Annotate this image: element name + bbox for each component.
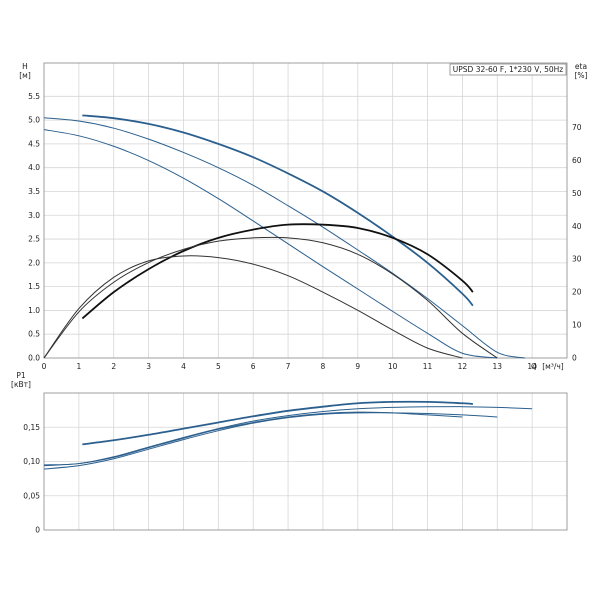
x-tick-label-11: 11	[423, 362, 433, 371]
eta-axis-unit: [%]	[575, 71, 588, 80]
x-tick-label-9: 9	[355, 362, 360, 371]
eta-tick-label-20: 20	[572, 288, 582, 297]
h-tick-label-10: 5.0	[28, 116, 40, 125]
efficiency-curve-2	[43, 236, 498, 359]
x-tick-label-6: 6	[251, 362, 256, 371]
p1-axis-unit: [кВт]	[11, 380, 31, 389]
head-curve-1	[82, 114, 474, 307]
eta-tick-label-30: 30	[572, 255, 582, 264]
x-tick-label-7: 7	[286, 362, 291, 371]
eta-tick-label-70: 70	[572, 123, 582, 132]
head-efficiency-panel: 0 1 2 3 4 5 6 7 8 9 10 11 12 13 140.00.51.01.52.02.53.…	[19, 62, 587, 371]
eta-tick-label-60: 60	[572, 156, 582, 165]
x-tick-label-4: 4	[181, 362, 186, 371]
h-tick-label-1: 0.5	[28, 330, 40, 339]
h-tick-label-6: 3.0	[28, 211, 40, 220]
x-tick-label-8: 8	[321, 362, 326, 371]
bottom-plot-frame	[43, 392, 568, 531]
h-tick-label-0: 0.0	[28, 354, 40, 363]
x-tick-label-1: 1	[76, 362, 81, 371]
q-axis-label: Q	[531, 362, 537, 371]
p1-axis-label: P1	[16, 371, 26, 380]
p1-tick-label-0: 0	[35, 526, 40, 535]
p1-tick-label-1: 0,05	[23, 491, 40, 500]
power-curve-2	[43, 406, 533, 466]
power-panel: 0 0,05 0,10 0,15 P1[кВт]	[11, 371, 568, 535]
h-axis-unit: [м]	[19, 71, 31, 80]
x-tick-label-13: 13	[492, 362, 502, 371]
chart-title: UPSD 32-60 F, 1*230 V, 50Hz	[453, 65, 563, 74]
h-tick-label-8: 4.0	[28, 163, 40, 172]
head-curve-3	[43, 129, 498, 359]
x-tick-label-2: 2	[111, 362, 116, 371]
h-tick-label-5: 2.5	[28, 235, 40, 244]
h-axis-label: H	[22, 62, 28, 71]
eta-tick-label-50: 50	[572, 189, 582, 198]
x-tick-label-14: 14	[527, 362, 537, 371]
head-curve-2	[43, 117, 526, 359]
h-tick-label-4: 2.0	[28, 258, 40, 267]
h-tick-label-9: 4.5	[28, 139, 40, 148]
eta-tick-label-10: 10	[572, 321, 582, 330]
x-tick-label-3: 3	[146, 362, 151, 371]
eta-tick-label-0: 0	[572, 354, 577, 363]
h-tick-label-3: 1.5	[28, 282, 40, 291]
x-tick-label-0: 0	[42, 362, 47, 371]
x-tick-label-5: 5	[216, 362, 221, 371]
efficiency-curve-3	[43, 255, 463, 359]
q-axis-unit: [м³/ч]	[542, 362, 564, 371]
eta-axis-label: eta	[575, 62, 587, 71]
top-plot-frame	[43, 62, 568, 359]
power-curve-3	[43, 412, 498, 470]
title-box	[449, 63, 567, 76]
h-tick-label-2: 1.0	[28, 306, 40, 315]
x-tick-label-12: 12	[458, 362, 468, 371]
power-curve-4	[43, 411, 463, 467]
power-curve-1	[82, 400, 473, 446]
h-tick-label-7: 3.5	[28, 187, 40, 196]
h-tick-label-11: 5.5	[28, 92, 40, 101]
x-tick-label-10: 10	[388, 362, 398, 371]
eta-tick-label-40: 40	[572, 222, 582, 231]
p1-tick-label-3: 0,15	[23, 423, 40, 432]
p1-tick-label-2: 0,10	[23, 457, 40, 466]
efficiency-curve-1	[81, 223, 474, 320]
